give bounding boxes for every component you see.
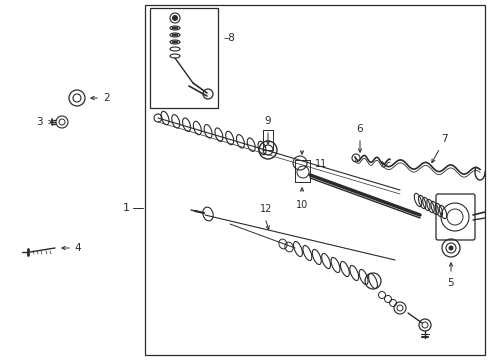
Text: 5: 5	[447, 278, 453, 288]
Text: 10: 10	[295, 200, 307, 210]
Ellipse shape	[172, 41, 178, 43]
Circle shape	[448, 246, 452, 250]
Text: –8: –8	[223, 33, 234, 43]
Bar	[150, 8, 218, 108]
Text: 2: 2	[103, 93, 109, 103]
Text: 1: 1	[123, 203, 130, 213]
Bar	[145, 5, 484, 355]
Text: 9: 9	[264, 116, 271, 126]
Text: 4: 4	[74, 243, 81, 253]
Text: 3: 3	[36, 117, 43, 127]
Ellipse shape	[172, 27, 178, 29]
Circle shape	[172, 15, 177, 21]
Text: 6: 6	[356, 124, 363, 134]
Text: 12: 12	[259, 204, 272, 214]
Ellipse shape	[172, 34, 178, 36]
Text: 11: 11	[314, 159, 326, 169]
Text: 7: 7	[440, 134, 447, 144]
